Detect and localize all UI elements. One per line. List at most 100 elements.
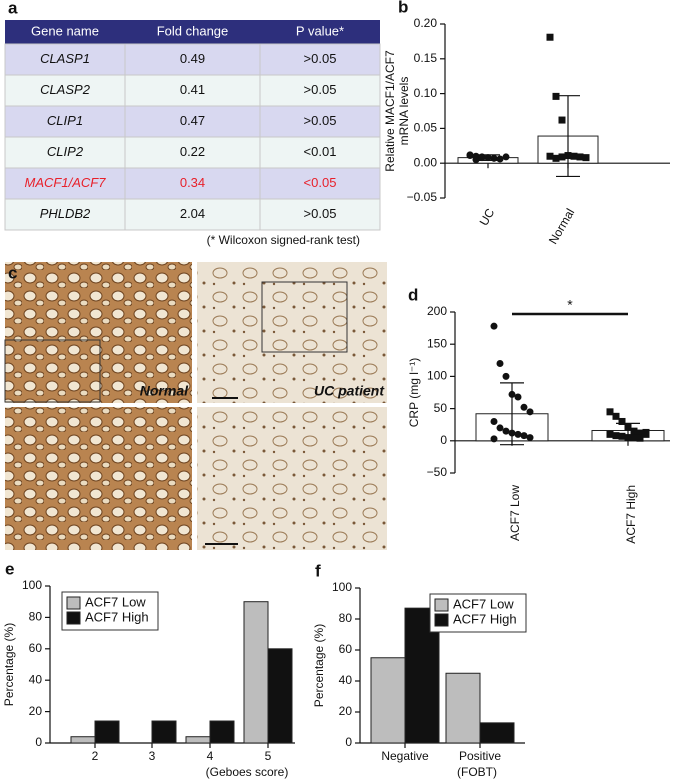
data-point	[490, 322, 498, 330]
table-cell: 2.04	[180, 206, 205, 221]
y-tick-label: 100	[332, 580, 352, 594]
inset-box	[4, 339, 101, 403]
data-point	[490, 417, 498, 425]
data-point	[636, 429, 644, 437]
data-point	[490, 154, 498, 162]
panel-label: d	[408, 285, 418, 304]
data-point	[618, 417, 626, 425]
data-point	[618, 432, 626, 440]
x-tick-label: 2	[92, 749, 99, 763]
data-point	[496, 360, 504, 368]
x-tick-label: Positive	[459, 749, 501, 763]
x-axis-label: (FOBT)	[457, 765, 497, 779]
data-point	[502, 153, 510, 161]
data-point	[642, 430, 650, 438]
y-tick-label: 50	[434, 401, 448, 415]
x-tick-label: ACF7 High	[624, 485, 638, 544]
legend-label: ACF7 High	[85, 609, 149, 624]
image-normal-zoom	[5, 407, 192, 550]
image-uc-zoom	[197, 407, 387, 550]
legend-swatch	[66, 611, 81, 625]
data-point	[612, 412, 620, 420]
table-cell: >0.05	[304, 113, 337, 128]
data-point	[630, 427, 638, 435]
table-row-bg	[4, 74, 381, 107]
data-point	[606, 430, 614, 438]
data-point	[496, 155, 504, 163]
data-point	[576, 153, 584, 161]
annotation: *	[567, 297, 573, 313]
x-tick-label: Negative	[381, 749, 429, 763]
table-cell: PHLDB2	[40, 206, 91, 221]
y-tick-label: 20	[339, 704, 353, 718]
data-point	[502, 372, 510, 380]
table-row-bg	[4, 167, 381, 200]
caption: UC patient	[314, 383, 385, 399]
panel-label: a	[8, 0, 18, 17]
table-cell: MACF1/ACF7	[25, 175, 107, 190]
bar	[267, 648, 293, 744]
data-point	[570, 152, 578, 160]
data-point	[472, 156, 480, 164]
y-tick-label: 80	[29, 610, 43, 624]
panel-label: e	[5, 559, 14, 578]
legend-label: ACF7 Low	[85, 594, 146, 609]
panel-c: c Normal UC patient	[4, 262, 387, 550]
data-point	[496, 424, 504, 432]
data-point	[624, 423, 632, 431]
bar	[185, 736, 211, 744]
y-axis-label: Relative MACF1/ACF7	[383, 50, 397, 172]
legend-swatch	[66, 596, 81, 610]
y-tick-label: −0.05	[407, 190, 438, 204]
table-cell: CLASP2	[40, 82, 91, 97]
x-tick-label: ACF7 Low	[508, 485, 522, 541]
y-tick-label: 40	[29, 672, 43, 686]
data-point	[508, 390, 516, 398]
y-tick-label: 0	[35, 735, 42, 749]
x-axis-label: (Geboes score)	[206, 765, 289, 779]
y-tick-label: 100	[22, 578, 42, 592]
bar	[243, 601, 269, 744]
panel-label: f	[315, 561, 321, 580]
data-point	[552, 154, 560, 162]
table-cell: CLIP2	[47, 144, 84, 159]
data-point	[484, 154, 492, 162]
legend-swatch	[434, 613, 449, 627]
x-tick-label: UC	[477, 206, 498, 228]
table-cell: CLASP1	[40, 51, 90, 66]
y-tick-label: 0.00	[414, 155, 438, 169]
bar	[209, 720, 235, 744]
x-tick-label: Normal	[546, 206, 577, 246]
x-tick-label: 4	[207, 749, 214, 763]
y-axis-label: Percentage (%)	[2, 623, 16, 706]
panel-label: c	[8, 263, 17, 282]
bar	[70, 736, 96, 744]
caption: Normal	[140, 383, 189, 399]
y-tick-label: 100	[427, 369, 447, 383]
legend-swatch	[434, 598, 449, 612]
x-tick-label: 5	[265, 749, 272, 763]
data-point	[552, 92, 560, 100]
table-header: Fold change	[157, 23, 229, 38]
data-point	[466, 152, 474, 160]
data-point	[520, 403, 528, 411]
table-header: P value*	[296, 23, 344, 38]
table-row-bg	[4, 43, 381, 76]
data-point	[564, 152, 572, 160]
y-tick-label: 0.05	[414, 121, 438, 135]
y-axis-label: CRP (mg l⁻¹)	[407, 358, 421, 427]
y-tick-label: 150	[427, 336, 447, 350]
data-point	[582, 154, 590, 162]
image-normal	[5, 262, 192, 403]
table-cell: 0.34	[180, 175, 205, 190]
table-cell: >0.05	[304, 206, 337, 221]
data-point	[502, 427, 510, 435]
image-uc	[197, 262, 387, 403]
legend-label: ACF7 High	[453, 611, 517, 626]
y-tick-label: 20	[29, 704, 43, 718]
y-tick-label: 200	[427, 304, 447, 318]
footnote: (* Wilcoxon signed-rank test)	[207, 233, 360, 247]
data-point	[606, 408, 614, 416]
data-point	[526, 434, 534, 442]
table-cell: CLIP1	[47, 113, 83, 128]
